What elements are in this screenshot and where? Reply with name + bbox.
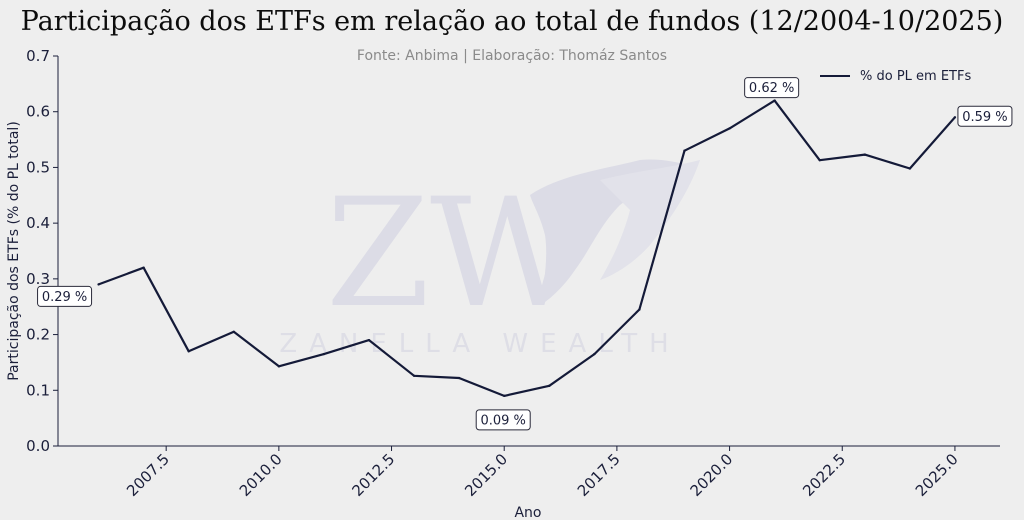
x-tick-label: 2010.0 <box>236 450 286 500</box>
data-point <box>773 99 776 102</box>
data-point <box>412 374 416 377</box>
x-tick-label: 2012.5 <box>349 450 399 500</box>
data-label-text: 0.62 % <box>749 81 794 96</box>
x-axis-label: Ano <box>514 505 541 520</box>
data-point <box>908 167 912 170</box>
data-point <box>953 116 957 119</box>
data-point <box>367 338 371 342</box>
data-point <box>187 350 190 353</box>
data-point <box>457 376 461 380</box>
x-tick-label: 2007.5 <box>123 450 173 500</box>
x-tick-label: 2017.5 <box>574 450 624 500</box>
data-point <box>277 365 281 368</box>
data-point <box>683 149 686 152</box>
y-tick-label: 0.4 <box>26 214 50 232</box>
watermark-wing-icon <box>600 160 700 280</box>
y-tick-label: 0.0 <box>26 437 50 455</box>
watermark-text: ZANELLA WEALTH <box>279 329 680 359</box>
y-tick-label: 0.3 <box>26 270 50 288</box>
x-tick-label: 2015.0 <box>461 450 511 500</box>
legend: % do PL em ETFs <box>820 69 971 84</box>
y-axis-label: Participação dos ETFs (% do PL total) <box>6 121 22 381</box>
data-point <box>818 158 821 162</box>
data-label-box <box>475 409 531 431</box>
chart-subtitle: Fonte: Anbima | Elaboração: Thomáz Santo… <box>356 48 668 64</box>
data-label: 0.09 % <box>475 409 531 431</box>
watermark-monogram: ZW <box>326 167 584 341</box>
data-point <box>863 153 866 156</box>
data-point <box>728 127 731 130</box>
watermark-wing-icon <box>530 159 690 305</box>
data-point <box>503 394 506 398</box>
data-label-text: 0.09 % <box>480 413 525 428</box>
data-label-box <box>37 285 93 307</box>
data-point <box>97 283 100 286</box>
y-tick-label: 0.2 <box>26 326 50 344</box>
data-label-text: 0.29 % <box>42 290 87 305</box>
data-point <box>638 308 641 311</box>
data-label: 0.59 % <box>957 105 1013 127</box>
y-tick-label: 0.5 <box>26 158 50 176</box>
watermark-logo: ZW ZANELLA WEALTH <box>279 159 700 359</box>
chart-title: Participação dos ETFs em relação ao tota… <box>20 6 1004 37</box>
x-tick-label: 2020.0 <box>687 450 737 500</box>
data-label: 0.62 % <box>744 77 800 99</box>
data-label-text: 0.59 % <box>962 110 1007 125</box>
data-label: 0.29 % <box>37 285 93 307</box>
legend-label: % do PL em ETFs <box>860 69 971 84</box>
y-tick-label: 0.6 <box>26 103 50 121</box>
data-point <box>322 352 326 356</box>
y-tick-label: 0.1 <box>26 381 50 399</box>
data-label-box <box>957 105 1013 127</box>
data-point <box>142 266 145 269</box>
x-tick-label: 2022.5 <box>799 450 849 500</box>
x-tick-label: 2025.0 <box>912 450 962 500</box>
series-line <box>98 99 956 397</box>
y-tick-label: 0.7 <box>26 47 50 65</box>
data-label-box <box>744 77 800 99</box>
data-point <box>593 352 596 356</box>
data-point <box>548 384 551 388</box>
data-point <box>232 330 235 333</box>
